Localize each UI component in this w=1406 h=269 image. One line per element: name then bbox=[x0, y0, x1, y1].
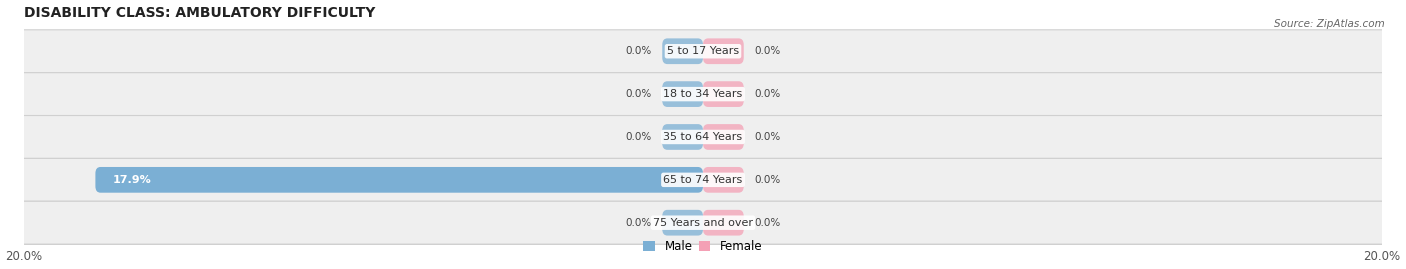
Text: 0.0%: 0.0% bbox=[626, 89, 652, 99]
FancyBboxPatch shape bbox=[703, 124, 744, 150]
Text: 0.0%: 0.0% bbox=[626, 46, 652, 56]
Legend: Male, Female: Male, Female bbox=[638, 235, 768, 258]
Text: DISABILITY CLASS: AMBULATORY DIFFICULTY: DISABILITY CLASS: AMBULATORY DIFFICULTY bbox=[24, 6, 375, 20]
FancyBboxPatch shape bbox=[703, 167, 744, 193]
Text: 17.9%: 17.9% bbox=[112, 175, 150, 185]
Text: 0.0%: 0.0% bbox=[754, 218, 780, 228]
Text: 75 Years and over: 75 Years and over bbox=[652, 218, 754, 228]
Text: Source: ZipAtlas.com: Source: ZipAtlas.com bbox=[1274, 19, 1385, 29]
Text: 18 to 34 Years: 18 to 34 Years bbox=[664, 89, 742, 99]
FancyBboxPatch shape bbox=[662, 210, 703, 236]
FancyBboxPatch shape bbox=[662, 124, 703, 150]
FancyBboxPatch shape bbox=[7, 158, 1399, 201]
Text: 0.0%: 0.0% bbox=[754, 132, 780, 142]
FancyBboxPatch shape bbox=[7, 116, 1399, 158]
Text: 0.0%: 0.0% bbox=[754, 46, 780, 56]
FancyBboxPatch shape bbox=[7, 201, 1399, 244]
Text: 5 to 17 Years: 5 to 17 Years bbox=[666, 46, 740, 56]
Text: 65 to 74 Years: 65 to 74 Years bbox=[664, 175, 742, 185]
FancyBboxPatch shape bbox=[96, 167, 703, 193]
FancyBboxPatch shape bbox=[703, 38, 744, 64]
Text: 0.0%: 0.0% bbox=[754, 175, 780, 185]
FancyBboxPatch shape bbox=[662, 81, 703, 107]
FancyBboxPatch shape bbox=[662, 38, 703, 64]
Text: 35 to 64 Years: 35 to 64 Years bbox=[664, 132, 742, 142]
Text: 0.0%: 0.0% bbox=[626, 218, 652, 228]
FancyBboxPatch shape bbox=[7, 30, 1399, 73]
FancyBboxPatch shape bbox=[703, 210, 744, 236]
Text: 0.0%: 0.0% bbox=[626, 132, 652, 142]
FancyBboxPatch shape bbox=[703, 81, 744, 107]
Text: 0.0%: 0.0% bbox=[754, 89, 780, 99]
FancyBboxPatch shape bbox=[7, 73, 1399, 116]
